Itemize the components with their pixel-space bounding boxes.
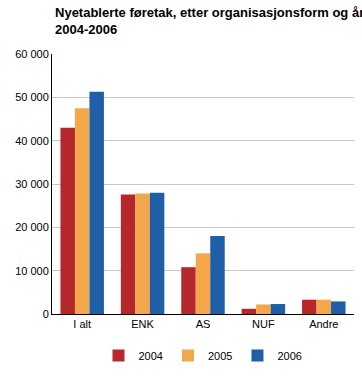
svg-text:2005: 2005 bbox=[208, 350, 232, 362]
svg-text:10 000: 10 000 bbox=[15, 265, 49, 277]
svg-text:0: 0 bbox=[43, 308, 49, 320]
svg-text:NUF: NUF bbox=[252, 318, 275, 330]
svg-text:Andre: Andre bbox=[309, 318, 338, 330]
svg-text:30 000: 30 000 bbox=[15, 178, 49, 190]
svg-text:50 000: 50 000 bbox=[15, 91, 49, 103]
svg-text:ENK: ENK bbox=[131, 318, 154, 330]
svg-text:2004: 2004 bbox=[139, 350, 163, 362]
svg-text:AS: AS bbox=[196, 318, 211, 330]
svg-text:40 000: 40 000 bbox=[15, 135, 49, 147]
svg-text:2006: 2006 bbox=[277, 350, 301, 362]
svg-text:I alt: I alt bbox=[73, 318, 91, 330]
svg-text:Nyetablerte føretak, etter org: Nyetablerte føretak, etter organisasjons… bbox=[55, 5, 362, 37]
svg-text:60 000: 60 000 bbox=[15, 48, 49, 60]
svg-text:20 000: 20 000 bbox=[15, 221, 49, 233]
